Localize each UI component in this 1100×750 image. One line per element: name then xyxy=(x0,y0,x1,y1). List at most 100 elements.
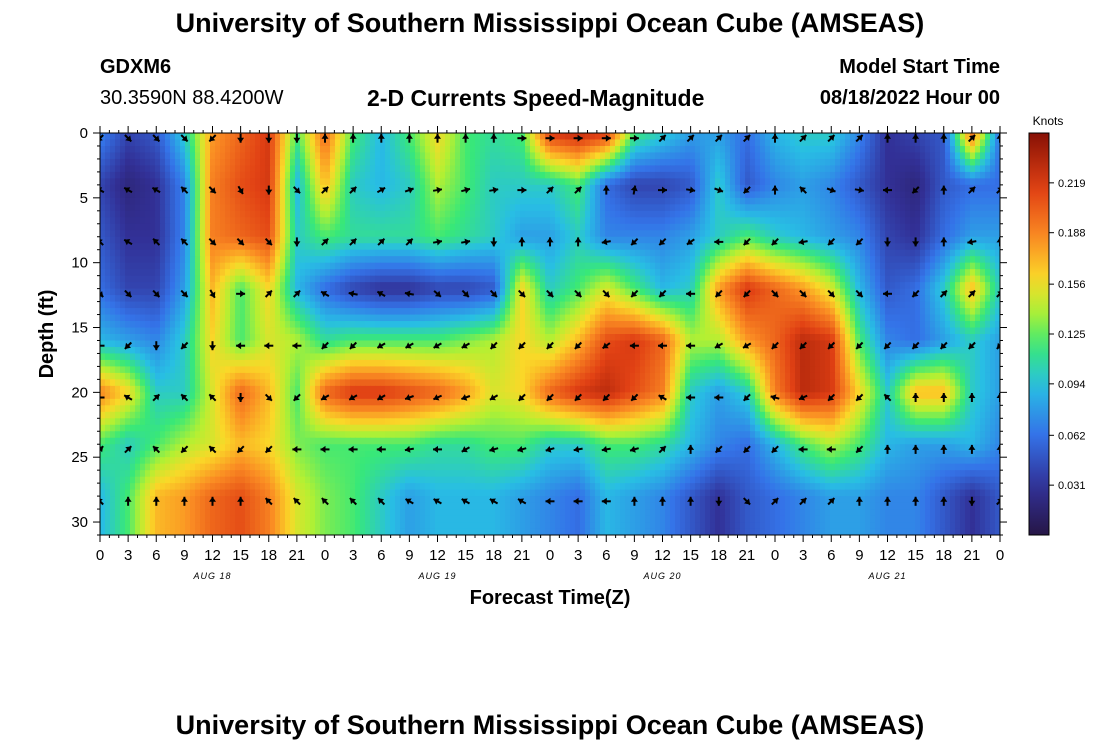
heatmap-cell xyxy=(680,158,686,167)
heatmap-cell xyxy=(600,236,606,244)
heatmap-cell xyxy=(225,269,231,277)
heatmap-cell xyxy=(815,256,821,264)
heatmap-cell xyxy=(285,178,291,186)
heatmap-cell xyxy=(145,256,151,264)
heatmap-cell xyxy=(175,191,181,199)
heatmap-cell xyxy=(430,243,436,251)
heatmap-cell xyxy=(155,178,161,186)
heatmap-cell xyxy=(500,165,506,173)
heatmap-cell xyxy=(480,295,486,303)
heatmap-cell xyxy=(985,171,991,179)
heatmap-cell xyxy=(140,133,146,141)
heatmap-cell xyxy=(575,269,581,277)
heatmap-cell xyxy=(155,295,161,303)
heatmap-cell xyxy=(200,178,206,186)
heatmap-cell xyxy=(950,243,956,251)
heatmap-cell xyxy=(150,256,156,264)
heatmap-cell xyxy=(385,249,391,257)
heatmap-cell xyxy=(590,249,596,257)
heatmap-cell xyxy=(650,282,656,290)
heatmap-cell xyxy=(700,288,706,296)
heatmap-cell xyxy=(725,178,731,186)
heatmap-cell xyxy=(870,139,876,147)
heatmap-cell xyxy=(335,133,341,141)
heatmap-cell xyxy=(470,178,476,186)
heatmap-cell xyxy=(945,243,951,251)
heatmap-cell xyxy=(795,171,801,179)
heatmap-cell xyxy=(375,230,381,238)
heatmap-cell xyxy=(795,152,801,160)
heatmap-cell xyxy=(660,308,666,316)
heatmap-cell xyxy=(705,165,711,173)
heatmap-cell xyxy=(110,301,116,309)
heatmap-cell xyxy=(455,152,461,160)
heatmap-cell xyxy=(540,295,546,303)
heatmap-cell xyxy=(370,288,376,296)
heatmap-cell xyxy=(725,204,731,212)
heatmap-cell xyxy=(765,145,771,154)
heatmap-cell xyxy=(905,262,911,270)
heatmap-cell xyxy=(260,256,266,264)
heatmap-cell xyxy=(795,204,801,212)
heatmap-cell xyxy=(555,165,561,173)
heatmap-cell xyxy=(945,191,951,199)
heatmap-cell xyxy=(245,139,251,147)
heatmap-cell xyxy=(510,210,516,218)
heatmap-cell xyxy=(815,197,821,205)
heatmap-cell xyxy=(615,145,621,154)
heatmap-cell xyxy=(680,308,686,316)
heatmap-cell xyxy=(470,165,476,173)
heatmap-cell xyxy=(760,243,766,251)
heatmap-cell xyxy=(195,165,201,173)
heatmap-cell xyxy=(990,139,996,147)
heatmap-cell xyxy=(710,165,716,173)
heatmap-cell xyxy=(960,158,966,167)
heatmap-cell xyxy=(835,223,841,231)
heatmap-cell xyxy=(515,165,521,173)
heatmap-cell xyxy=(670,158,676,167)
heatmap-cell xyxy=(265,178,271,186)
heatmap-cell xyxy=(435,262,441,270)
heatmap-cell xyxy=(685,282,691,290)
heatmap-cell xyxy=(905,204,911,212)
heatmap-cell xyxy=(395,223,401,231)
heatmap-cell xyxy=(110,243,116,251)
heatmap-cell xyxy=(550,191,556,199)
heatmap-cell xyxy=(185,217,191,225)
heatmap-cell xyxy=(235,269,241,277)
heatmap-cell xyxy=(410,269,416,277)
heatmap-cell xyxy=(650,204,656,212)
heatmap-cell xyxy=(795,301,801,309)
heatmap-cell xyxy=(215,165,221,173)
heatmap-cell xyxy=(825,165,831,173)
heatmap-cell xyxy=(930,171,936,179)
heatmap-cell xyxy=(775,171,781,179)
heatmap-cell xyxy=(485,152,491,160)
heatmap-cell xyxy=(675,295,681,303)
heatmap-cell xyxy=(425,165,431,173)
heatmap-cell xyxy=(750,275,756,283)
heatmap-cell xyxy=(550,288,556,296)
heatmap-cell xyxy=(990,204,996,212)
heatmap-cell xyxy=(130,275,136,283)
heatmap-cell xyxy=(595,275,601,283)
heatmap-cell xyxy=(810,197,816,205)
heatmap-cell xyxy=(890,282,896,290)
heatmap-cell xyxy=(890,249,896,257)
heatmap-cell xyxy=(260,145,266,154)
heatmap-cell xyxy=(485,178,491,186)
heatmap-cell xyxy=(795,139,801,147)
heatmap-cell xyxy=(435,275,441,283)
heatmap-cell xyxy=(790,133,796,141)
heatmap-cell xyxy=(800,256,806,264)
heatmap-cell xyxy=(545,262,551,270)
heatmap-cell xyxy=(455,204,461,212)
heatmap-cell xyxy=(980,204,986,212)
heatmap-cell xyxy=(165,223,171,231)
heatmap-cell xyxy=(995,223,1000,231)
heatmap-cell xyxy=(195,210,201,218)
heatmap-cell xyxy=(995,210,1000,218)
heatmap-cell xyxy=(495,282,501,290)
heatmap-cell xyxy=(265,249,271,257)
heatmap-cell xyxy=(715,308,721,316)
